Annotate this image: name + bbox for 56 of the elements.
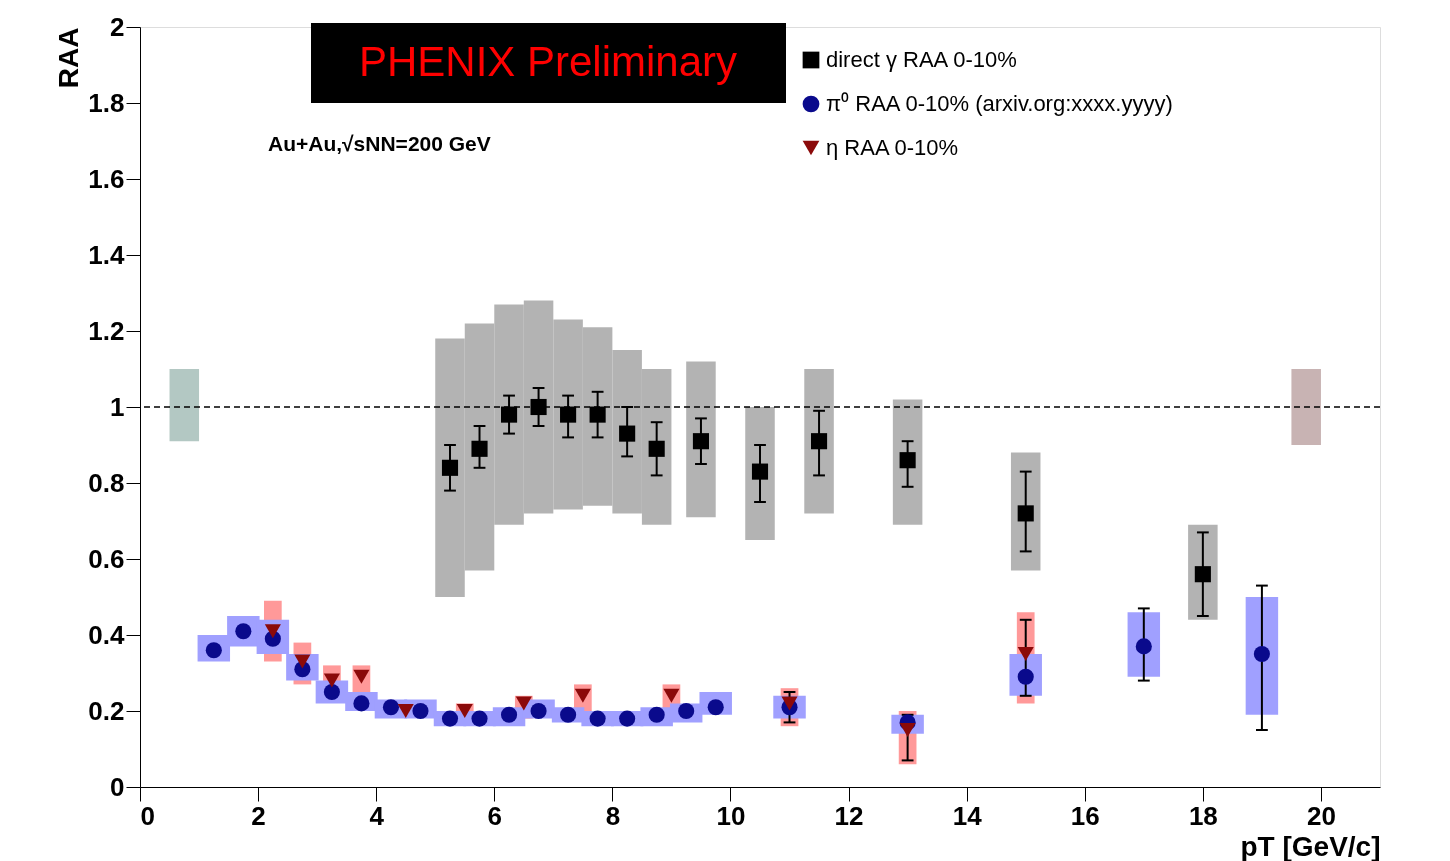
point bbox=[560, 406, 577, 423]
x-tick-label: 16 bbox=[1070, 800, 1100, 831]
annotation: Au+Au,√sNN=200 GeV bbox=[268, 132, 491, 155]
point bbox=[1194, 566, 1211, 583]
point bbox=[530, 398, 547, 416]
x-tick-label: 4 bbox=[369, 800, 385, 831]
x-tick-label: 18 bbox=[1188, 800, 1218, 831]
point bbox=[471, 710, 488, 727]
y-tick-label: 2 bbox=[110, 11, 125, 42]
y-tick-label: 0.8 bbox=[88, 467, 125, 498]
y-tick-label: 0.6 bbox=[88, 543, 125, 574]
x-tick-label: 20 bbox=[1306, 800, 1336, 831]
point bbox=[500, 406, 518, 423]
point bbox=[751, 463, 769, 480]
point bbox=[899, 452, 916, 469]
annotation: PHENIX Preliminary bbox=[358, 38, 738, 85]
bar bbox=[169, 369, 200, 442]
bar bbox=[1291, 369, 1321, 445]
y-axis-title: RAA bbox=[53, 27, 85, 89]
y-tick-label: 0 bbox=[110, 771, 125, 802]
bar bbox=[686, 361, 716, 518]
x-tick-label: 10 bbox=[716, 800, 746, 831]
point bbox=[619, 710, 636, 727]
y-tick-label: 0.2 bbox=[88, 695, 125, 726]
point bbox=[397, 704, 414, 718]
point bbox=[441, 459, 459, 476]
y-tick-label: 1.4 bbox=[88, 239, 126, 270]
y-tick-label: 1.8 bbox=[88, 87, 125, 118]
x-tick-label: 8 bbox=[605, 800, 621, 831]
point bbox=[648, 440, 665, 457]
point bbox=[619, 425, 636, 442]
point bbox=[323, 673, 340, 688]
x-tick-label: 12 bbox=[834, 800, 864, 831]
point bbox=[1253, 645, 1270, 663]
point bbox=[810, 433, 828, 450]
x-tick-label: 2 bbox=[251, 800, 266, 831]
y-tick-label: 1.6 bbox=[88, 163, 125, 194]
y-tick-label: 0.4 bbox=[88, 619, 126, 650]
point bbox=[589, 406, 606, 423]
point bbox=[1017, 647, 1034, 661]
x-tick-label: 0 bbox=[140, 800, 155, 831]
legend-label: π⁰ RAA 0-10% (arxiv.org:xxxx.yyyy) bbox=[826, 91, 1173, 116]
x-tick-label: 6 bbox=[487, 800, 503, 831]
point bbox=[560, 706, 577, 723]
legend-label: η RAA 0-10% bbox=[826, 135, 959, 160]
point bbox=[456, 704, 473, 718]
legend-label: direct γ RAA 0-10% bbox=[826, 47, 1017, 72]
x-axis-title: pT [GeV/c] bbox=[1240, 830, 1381, 861]
x-tick-label: 14 bbox=[952, 800, 983, 831]
point bbox=[441, 710, 459, 727]
y-tick-label: 1.2 bbox=[88, 315, 125, 346]
y-tick-label: 1 bbox=[110, 391, 125, 422]
point bbox=[471, 440, 488, 457]
point bbox=[692, 433, 710, 450]
point bbox=[1017, 505, 1034, 522]
point bbox=[589, 710, 606, 727]
